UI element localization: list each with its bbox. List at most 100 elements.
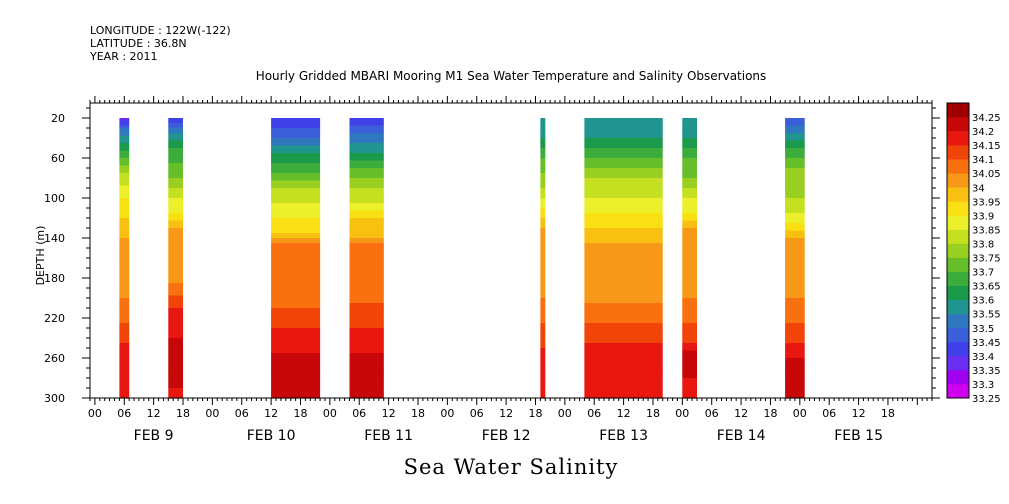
salinity-cell: [540, 140, 546, 144]
salinity-cell: [584, 203, 663, 207]
salinity-cell: [540, 243, 546, 247]
salinity-cell: [540, 128, 546, 132]
salinity-cell: [349, 348, 384, 352]
salinity-cell: [540, 305, 546, 309]
salinity-cell: [584, 395, 663, 399]
salinity-cell: [785, 205, 805, 209]
salinity-cell: [584, 200, 663, 204]
salinity-cell: [682, 300, 697, 304]
salinity-cell: [349, 255, 384, 259]
salinity-cell: [349, 218, 384, 222]
salinity-cell: [168, 340, 183, 344]
salinity-cell: [584, 143, 663, 147]
salinity-cell: [682, 180, 697, 184]
salinity-cell: [168, 265, 183, 269]
salinity-cell: [682, 133, 697, 137]
salinity-cell: [584, 120, 663, 124]
salinity-cell: [349, 200, 384, 204]
salinity-cell: [119, 385, 130, 389]
salinity-cell: [349, 188, 384, 192]
salinity-cell: [119, 368, 130, 372]
salinity-cell: [349, 135, 384, 139]
x-tick-label: 06: [822, 407, 836, 420]
salinity-cell: [271, 238, 321, 242]
salinity-cell: [349, 193, 384, 197]
salinity-cell: [119, 178, 130, 182]
salinity-cell: [540, 295, 546, 299]
data-segment: [682, 118, 697, 399]
salinity-cell: [540, 300, 546, 304]
colorbar-label: 33.9: [972, 211, 994, 222]
salinity-cell: [168, 365, 183, 369]
latitude-label: LATITUDE : 36.8N: [90, 37, 187, 50]
y-tick-label: 300: [44, 392, 65, 405]
salinity-cell: [349, 163, 384, 167]
salinity-cell: [540, 320, 546, 324]
salinity-cell: [540, 250, 546, 254]
salinity-cell: [584, 123, 663, 127]
colorbar-label: 34.2: [972, 127, 994, 138]
salinity-cell: [349, 305, 384, 309]
salinity-cell: [119, 365, 130, 369]
colorbar-label: 34.05: [972, 169, 1001, 180]
salinity-cell: [682, 345, 697, 349]
salinity-cell: [168, 298, 183, 302]
salinity-cell: [271, 315, 321, 319]
salinity-cell: [682, 183, 697, 187]
salinity-cell: [349, 288, 384, 292]
salinity-cell: [349, 275, 384, 279]
salinity-cell: [119, 265, 130, 269]
salinity-cell: [540, 168, 546, 172]
salinity-cell: [540, 393, 546, 397]
salinity-cell: [119, 283, 130, 287]
salinity-cell: [271, 385, 321, 389]
salinity-cell: [682, 350, 697, 354]
salinity-cell: [271, 348, 321, 352]
salinity-cell: [168, 175, 183, 179]
salinity-cell: [540, 310, 546, 314]
salinity-cell: [168, 183, 183, 187]
salinity-cell: [584, 175, 663, 179]
salinity-cell: [785, 328, 805, 332]
salinity-cell: [119, 205, 130, 209]
colorbar-swatch: [947, 131, 969, 146]
salinity-cell: [119, 123, 130, 127]
salinity-cell: [168, 388, 183, 392]
salinity-cell: [540, 188, 546, 192]
salinity-cell: [682, 358, 697, 362]
salinity-cell: [584, 128, 663, 132]
salinity-cell: [119, 190, 130, 194]
salinity-cell: [271, 293, 321, 297]
salinity-cell: [119, 353, 130, 357]
salinity-cell: [682, 360, 697, 364]
salinity-cell: [168, 303, 183, 307]
salinity-cell: [119, 373, 130, 377]
colorbar-swatch: [947, 369, 969, 385]
salinity-cell: [349, 175, 384, 179]
salinity-cell: [584, 353, 663, 357]
salinity-cell: [540, 165, 546, 169]
salinity-cell: [785, 295, 805, 299]
salinity-cell: [349, 190, 384, 194]
salinity-cell: [785, 293, 805, 297]
salinity-cell: [168, 215, 183, 219]
salinity-cell: [785, 393, 805, 397]
salinity-cell: [785, 230, 805, 234]
salinity-cell: [119, 175, 130, 179]
salinity-cell: [119, 295, 130, 299]
salinity-cell: [540, 365, 546, 369]
salinity-cell: [168, 355, 183, 359]
salinity-cell: [584, 145, 663, 149]
salinity-cell: [540, 280, 546, 284]
salinity-cell: [785, 320, 805, 324]
salinity-cell: [168, 248, 183, 252]
salinity-cell: [540, 173, 546, 177]
salinity-cell: [119, 203, 130, 207]
salinity-cell: [168, 258, 183, 262]
salinity-cell: [271, 153, 321, 157]
colorbar-swatch: [947, 173, 969, 188]
colorbar-label: 33.8: [972, 240, 994, 251]
salinity-cell: [584, 165, 663, 169]
salinity-cell: [119, 308, 130, 312]
colorbar-label: 33.95: [972, 197, 1001, 208]
